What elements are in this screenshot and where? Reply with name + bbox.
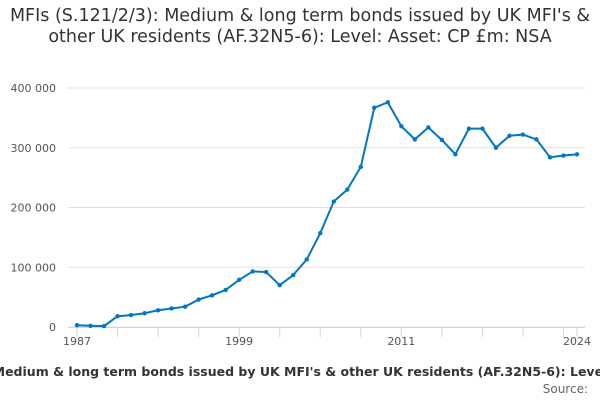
data-point <box>196 297 201 302</box>
data-point <box>426 125 431 130</box>
data-point <box>547 155 553 160</box>
data-point <box>399 124 404 129</box>
data-point <box>115 314 120 319</box>
data-point <box>182 304 188 309</box>
data-point <box>304 257 309 262</box>
data-point <box>291 272 296 278</box>
source-label: Source: <box>542 382 588 396</box>
x-tick-label: 2024 <box>563 335 591 348</box>
y-tick-label: 0 <box>49 321 56 334</box>
data-point <box>88 323 93 329</box>
data-point <box>466 126 472 131</box>
x-tick-label: 1987 <box>63 335 91 348</box>
data-point <box>561 153 566 158</box>
chart-title: MFIs (S.121/2/3): Medium & long term bon… <box>9 6 591 47</box>
data-point <box>318 230 323 236</box>
data-point <box>345 187 350 192</box>
data-point <box>534 137 539 142</box>
data-point <box>277 282 282 288</box>
data-point <box>358 164 363 170</box>
data-point <box>439 137 445 143</box>
data-point <box>574 152 580 157</box>
data-point <box>223 287 228 293</box>
data-point <box>372 105 377 110</box>
y-tick-label: 100 000 <box>11 261 57 274</box>
x-tick-label: 1999 <box>225 335 253 348</box>
data-point <box>169 306 174 311</box>
data-point <box>209 293 215 298</box>
data-point <box>493 145 499 150</box>
data-point <box>412 137 418 142</box>
data-point <box>250 269 255 274</box>
series-line <box>76 101 578 328</box>
data-point <box>507 133 512 138</box>
data-point <box>453 152 458 157</box>
data-point <box>74 323 80 328</box>
data-point <box>480 126 485 131</box>
x-tick-label: 2011 <box>387 335 415 348</box>
data-point <box>385 100 391 105</box>
data-point <box>128 312 134 318</box>
data-point <box>101 323 107 329</box>
data-point <box>331 199 336 204</box>
x-axis-label: Medium & long term bonds issued by UK MF… <box>0 364 600 379</box>
data-point <box>155 308 161 313</box>
data-point <box>520 132 526 137</box>
y-tick-label: 300 000 <box>11 142 57 155</box>
y-tick-label: 200 000 <box>11 202 57 215</box>
data-point <box>263 269 269 275</box>
y-tick-label: 400 000 <box>11 82 57 95</box>
data-point <box>236 277 242 282</box>
data-point <box>142 311 147 316</box>
